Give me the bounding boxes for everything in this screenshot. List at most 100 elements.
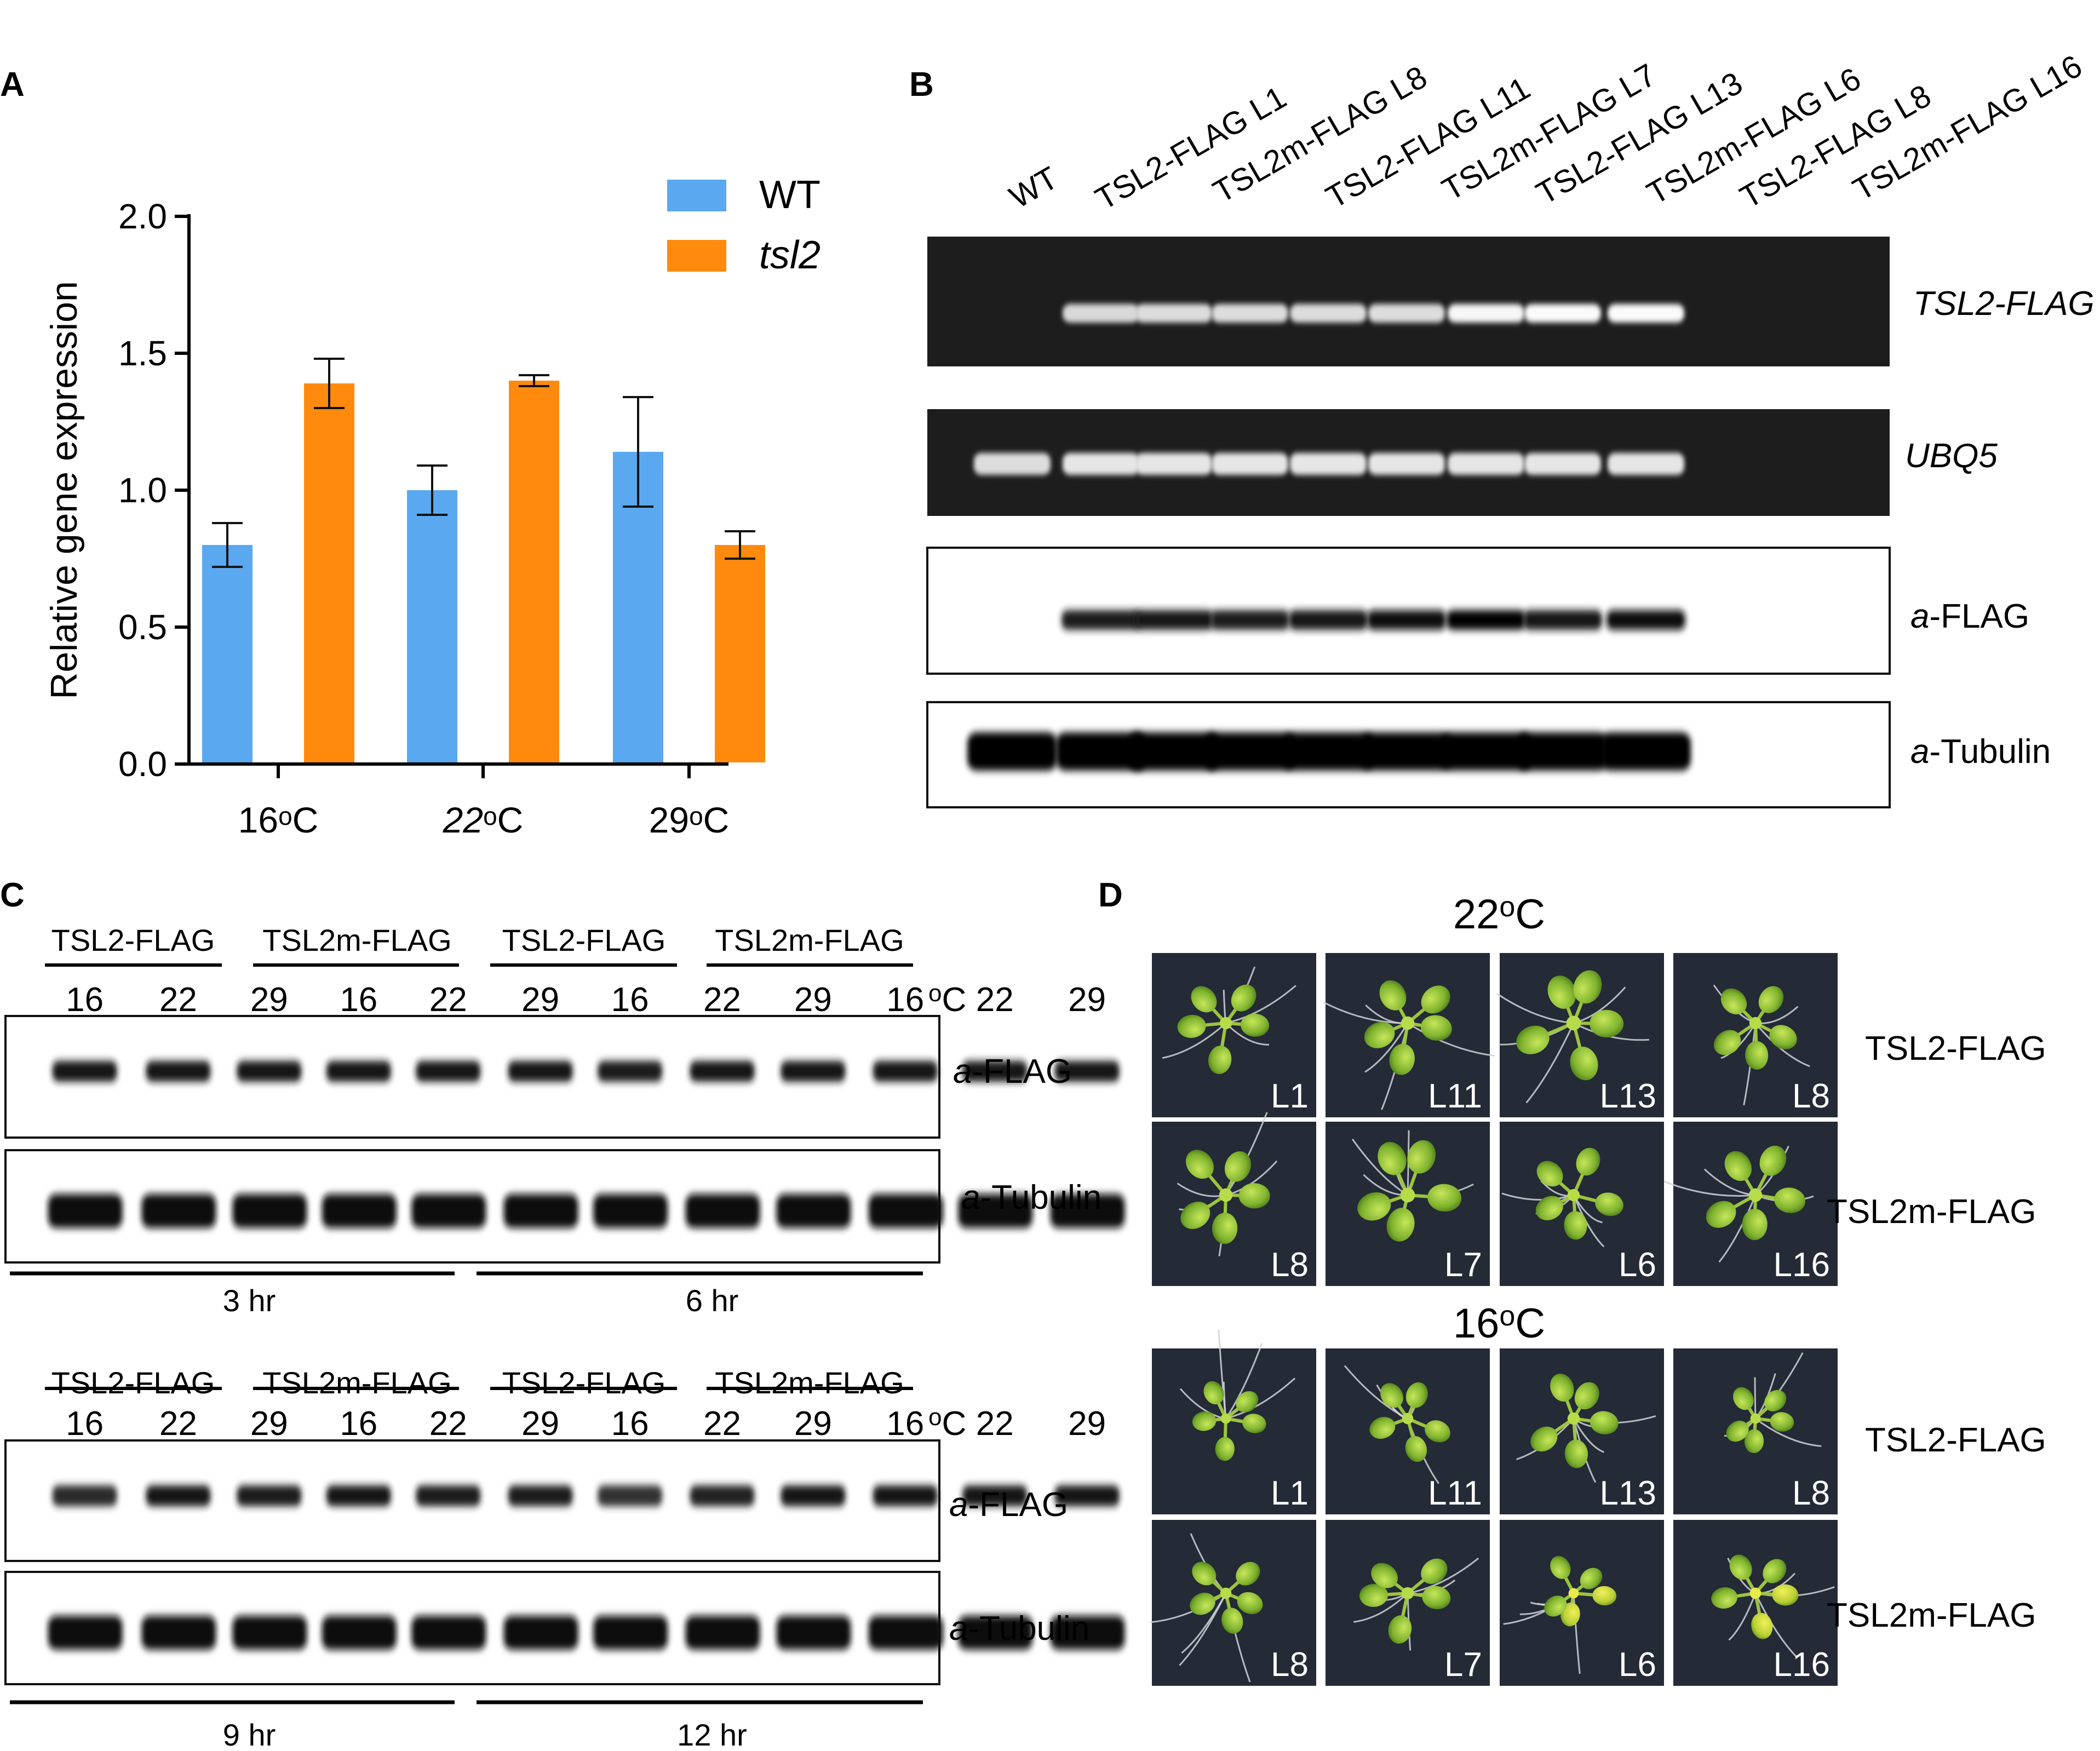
group-label: TSL2m-FLAG <box>262 1365 451 1400</box>
leaf <box>1580 1568 1603 1589</box>
temperature-label: 22 <box>703 1405 741 1443</box>
blot-label-italic: a <box>961 1179 980 1216</box>
seedling <box>1501 1147 1623 1248</box>
blot-band <box>1054 1485 1120 1506</box>
leaf <box>1550 1373 1574 1402</box>
legend-entry: WT <box>759 173 821 217</box>
root-hair <box>1718 1195 1757 1263</box>
blot-band <box>326 1485 391 1506</box>
leaf <box>1192 1561 1217 1586</box>
blot-label-italic: TSL2-FLAG <box>1913 285 2095 323</box>
rosette-center <box>1567 1189 1580 1202</box>
group-label: TSL2-FLAG <box>51 1365 215 1400</box>
line-label: L1 <box>1271 1077 1309 1115</box>
group-label: TSL2m-FLAG <box>262 923 451 957</box>
root-hair <box>1407 1557 1479 1594</box>
blot-band <box>967 732 1057 771</box>
line-label: L8 <box>1271 1646 1309 1684</box>
leaf <box>1745 1041 1769 1070</box>
line-label: L7 <box>1444 1646 1482 1684</box>
root-hair <box>1743 1023 1757 1106</box>
unit-label: oC <box>928 980 966 1019</box>
gel-band <box>1448 453 1524 475</box>
leaf <box>1224 1151 1252 1182</box>
leaf <box>1407 1140 1436 1174</box>
blot-label-plain: -FLAG <box>972 1053 1072 1090</box>
blot-band <box>141 1194 216 1228</box>
seedling <box>1351 1130 1474 1242</box>
gel-band <box>1608 304 1684 323</box>
row-label: TSL2m-FLAG <box>1827 1597 2036 1634</box>
blot-label: a-Tubulin <box>949 1610 1089 1647</box>
blot-band <box>237 1485 302 1506</box>
leaf <box>1359 1583 1388 1607</box>
seedling <box>1179 1329 1296 1461</box>
x-tick-label: 29oC <box>649 800 730 840</box>
seedling-photo <box>1152 1122 1316 1286</box>
leaf <box>1720 988 1747 1015</box>
unit-c: C <box>292 800 319 840</box>
rosette-center <box>1402 1413 1414 1425</box>
unit-label: oC <box>928 1404 966 1443</box>
leaf <box>1530 1426 1558 1452</box>
leaf <box>1215 1437 1235 1461</box>
gel-image <box>927 237 1890 366</box>
root-hair <box>1181 1593 1227 1654</box>
seedling <box>1724 1352 1822 1454</box>
panel-label-a: A <box>0 66 25 104</box>
seedling-photo <box>1673 1520 1838 1686</box>
blot-band <box>48 1194 123 1228</box>
temperature-label: 22 <box>159 981 197 1019</box>
blot-label-plain: -Tubulin <box>968 1610 1089 1647</box>
temperature-label: 16 <box>340 981 377 1019</box>
blot-band <box>1210 610 1289 630</box>
unit-c: C <box>942 981 966 1019</box>
rosette-center <box>1219 1017 1232 1030</box>
leaf <box>1371 1563 1398 1588</box>
panel-label-c: C <box>0 876 25 914</box>
blot-band <box>868 1616 943 1650</box>
group-label: TSL2-FLAG <box>502 923 666 957</box>
blot-band <box>1129 732 1219 771</box>
gel-band <box>1135 453 1212 475</box>
bar-chart: 0.0 0.5 1.0 1.5 2.0 Relative gene expression 1… <box>43 173 821 840</box>
root-hair <box>1755 1417 1822 1447</box>
temperature-label: 16 <box>611 1405 649 1443</box>
y-tick-label: 1.5 <box>118 334 167 373</box>
seedling-photo <box>1500 1122 1664 1286</box>
unit-c: C <box>703 800 730 840</box>
blot-band <box>322 1194 397 1228</box>
temp-value: 22 <box>1453 891 1500 938</box>
blot-band <box>776 1616 851 1650</box>
leaf <box>1236 1561 1260 1586</box>
temperature-label: 16 <box>886 1405 924 1443</box>
y-tick-label: 0.5 <box>118 607 167 647</box>
leaf <box>1536 1161 1563 1187</box>
leaf <box>1751 1612 1773 1639</box>
blot-band <box>52 1061 117 1082</box>
unit-c: C <box>942 1405 966 1443</box>
root-hair <box>1573 1195 1605 1248</box>
leaf <box>1380 1383 1404 1408</box>
legend-swatch <box>667 240 726 272</box>
leaf <box>1389 1043 1415 1075</box>
panel-label-d: D <box>1098 876 1123 914</box>
temperature-label: 29 <box>794 981 832 1019</box>
leaf <box>1238 1183 1270 1209</box>
blot-label-italic: a <box>1910 733 1929 771</box>
blot-label: a-Tubulin <box>961 1179 1101 1216</box>
row-label: TSL2-FLAG <box>1865 1030 2046 1067</box>
leaf <box>1706 1201 1736 1228</box>
temperature-label: 16 <box>611 981 649 1019</box>
gel-band <box>1368 453 1445 475</box>
blot-band <box>1050 1194 1125 1228</box>
degree-sign: o <box>928 1404 942 1431</box>
y-axis-label: Relative gene expression <box>43 281 85 699</box>
degree-sign: o <box>689 802 703 830</box>
root-hair <box>1407 1022 1495 1057</box>
blot-band <box>593 1616 668 1650</box>
leaf <box>1759 1145 1787 1176</box>
gel-band <box>1524 453 1601 475</box>
blot-band <box>48 1616 123 1650</box>
